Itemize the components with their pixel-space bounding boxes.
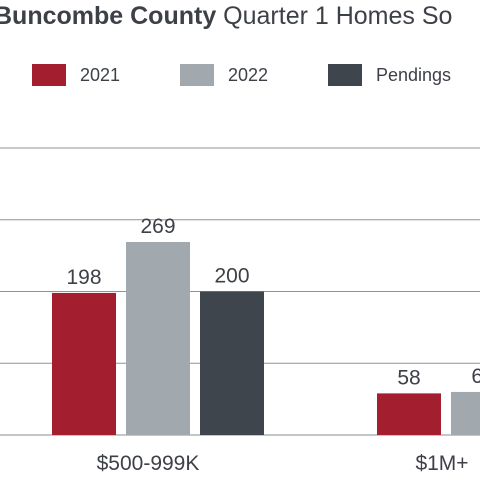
legend-swatch-pendings — [328, 64, 362, 86]
bar-2022-0 — [126, 241, 190, 435]
legend-label-2022: 2022 — [228, 65, 269, 85]
legend-swatch-2021 — [32, 64, 66, 86]
chart-title-bold: Buncombe County — [0, 2, 217, 30]
category-label: $500-999K — [97, 452, 200, 475]
data-label: 60 — [471, 365, 480, 388]
category-label: $1M+ — [415, 452, 468, 475]
data-label: 269 — [140, 215, 175, 238]
chart-title: Buncombe County Quarter 1 Homes So — [0, 0, 452, 32]
legend-label-pendings: Pendings — [376, 65, 452, 85]
data-label: 200 — [214, 265, 249, 288]
data-label: 58 — [397, 366, 420, 389]
bar-pendings-0 — [200, 291, 264, 435]
bar-2022-1 — [451, 391, 480, 435]
legend-swatch-2022 — [180, 64, 214, 86]
chart-title-rest: Quarter 1 Homes So — [223, 2, 453, 30]
bar-2021-1 — [377, 393, 441, 435]
legend-label-2021: 2021 — [80, 65, 121, 85]
bar-2021-0 — [52, 292, 116, 435]
data-label: 198 — [66, 266, 101, 289]
